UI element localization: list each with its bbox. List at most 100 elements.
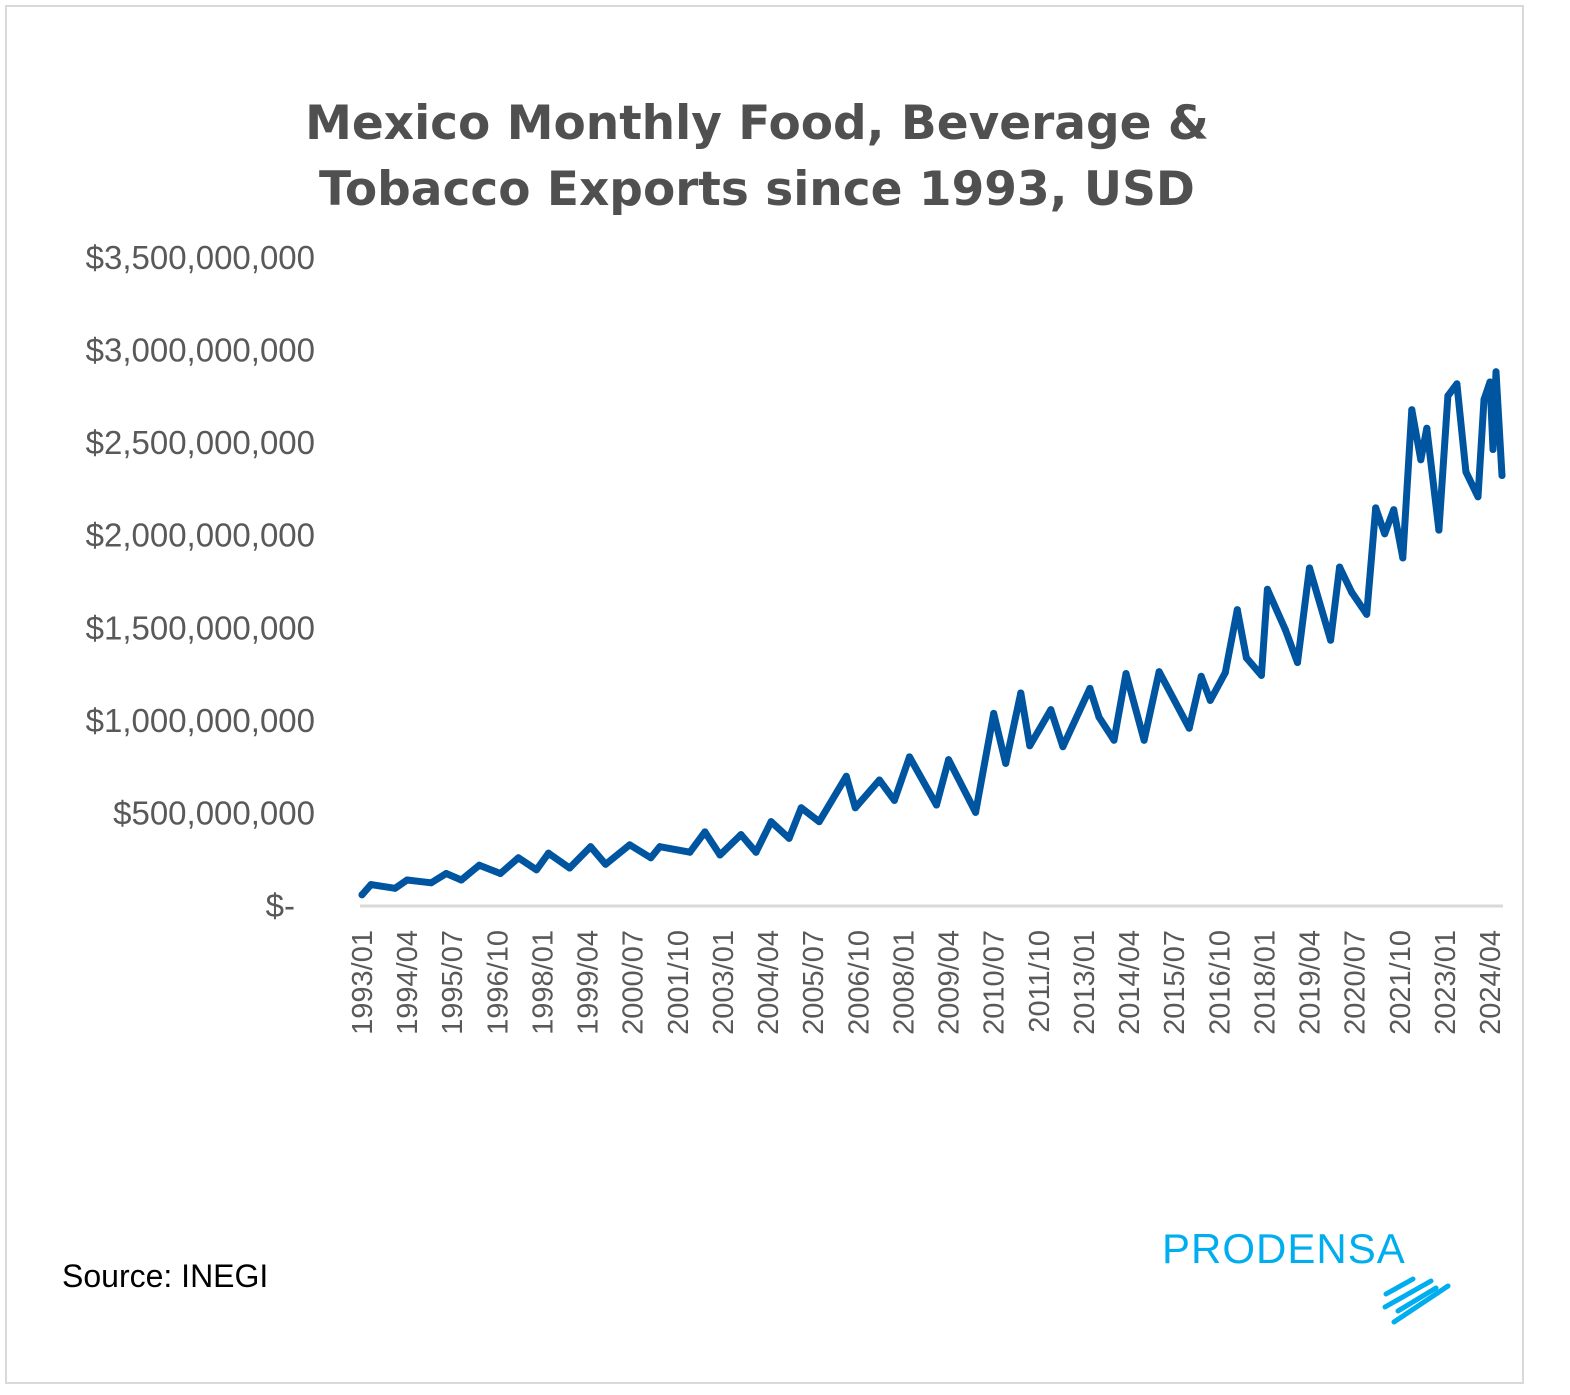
x-tick-label: 2021/10 xyxy=(1385,930,1417,1035)
data-point xyxy=(1363,610,1371,618)
data-point xyxy=(1197,672,1205,680)
data-point xyxy=(1462,468,1470,476)
data-point xyxy=(1474,493,1482,501)
data-point xyxy=(647,854,655,862)
x-tick-label: 2023/01 xyxy=(1430,930,1462,1035)
data-point xyxy=(875,776,883,784)
data-point xyxy=(1002,759,1010,767)
data-point xyxy=(1047,706,1055,714)
data-point xyxy=(945,756,953,764)
data-point xyxy=(1480,396,1488,404)
data-point xyxy=(1348,588,1356,596)
data-point xyxy=(990,709,998,717)
data-point xyxy=(1086,684,1094,692)
data-point xyxy=(427,879,435,887)
x-tick-label: 2003/01 xyxy=(708,930,740,1035)
y-tick-label: $3,500,000,000 xyxy=(86,239,315,276)
data-point xyxy=(1155,668,1163,676)
data-point xyxy=(514,854,522,862)
chart-frame xyxy=(5,5,1524,1384)
x-tick-label: 1994/04 xyxy=(392,930,424,1035)
x-tick-label: 1995/07 xyxy=(437,930,469,1035)
y-axis-tick-labels: $- $500,000,000 $1,000,000,000 $1,500,000,0… xyxy=(86,239,315,924)
data-point xyxy=(1399,554,1407,562)
logo-stripes-icon xyxy=(1382,1276,1451,1325)
x-tick-label: 2005/07 xyxy=(798,930,830,1035)
x-tick-label: 1996/10 xyxy=(482,930,514,1035)
x-tick-label: 2019/04 xyxy=(1295,930,1327,1035)
data-point xyxy=(1017,689,1025,697)
prodensa-logo: PRODENSA xyxy=(1162,1225,1451,1325)
x-tick-label: 2009/04 xyxy=(934,930,966,1035)
data-point xyxy=(1110,736,1118,744)
data-point xyxy=(367,881,375,889)
data-point xyxy=(1140,736,1148,744)
x-tick-label: 2006/10 xyxy=(843,930,875,1035)
source-note: Source: INEGI xyxy=(62,1258,268,1294)
data-point xyxy=(851,804,859,812)
data-point xyxy=(656,843,664,851)
data-point xyxy=(1263,585,1271,593)
x-tick-label: 2001/10 xyxy=(663,930,695,1035)
data-point xyxy=(403,876,411,884)
data-point xyxy=(1489,446,1497,454)
data-point xyxy=(737,831,745,839)
x-tick-label: 2000/07 xyxy=(618,930,650,1035)
data-point xyxy=(842,772,850,780)
chart-title-line-2: Tobacco Exports since 1993, USD xyxy=(319,162,1195,217)
data-point xyxy=(1390,506,1398,514)
y-tick-label: $500,000,000 xyxy=(113,794,315,831)
data-point xyxy=(1233,606,1241,614)
data-point xyxy=(1242,654,1250,662)
data-point xyxy=(767,818,775,826)
x-tick-label: 2020/07 xyxy=(1340,930,1372,1035)
data-point xyxy=(1486,378,1494,386)
y-tick-label: $- xyxy=(266,887,295,924)
data-point xyxy=(496,870,504,878)
x-tick-label: 2013/01 xyxy=(1069,930,1101,1035)
y-tick-label: $3,000,000,000 xyxy=(86,332,315,369)
data-point xyxy=(785,834,793,842)
data-point xyxy=(701,828,709,836)
data-point xyxy=(752,848,760,856)
data-point xyxy=(566,864,574,872)
data-point xyxy=(358,891,366,899)
x-tick-label: 2024/04 xyxy=(1475,930,1507,1035)
data-point xyxy=(1444,392,1452,400)
data-point xyxy=(587,843,595,851)
data-point xyxy=(475,861,483,869)
data-point xyxy=(797,804,805,812)
data-point xyxy=(905,753,913,761)
y-tick-label: $1,500,000,000 xyxy=(86,609,315,646)
series-line xyxy=(358,368,1506,899)
x-tick-label: 2016/10 xyxy=(1204,930,1236,1035)
data-point xyxy=(457,876,465,884)
data-point xyxy=(1408,406,1416,414)
x-tick-label: 2018/01 xyxy=(1249,930,1281,1035)
x-tick-label: 1998/01 xyxy=(527,930,559,1035)
data-point xyxy=(1206,696,1214,704)
data-point xyxy=(1336,563,1344,571)
x-tick-label: 1999/04 xyxy=(573,930,605,1035)
chart-title-line-1: Mexico Monthly Food, Beverage & xyxy=(305,96,1209,151)
data-point xyxy=(1306,564,1314,572)
data-point xyxy=(686,848,694,856)
data-point xyxy=(1381,530,1389,538)
x-tick-label: 2015/07 xyxy=(1159,930,1191,1035)
data-point xyxy=(1026,742,1034,750)
data-point xyxy=(815,818,823,826)
y-tick-label: $2,000,000,000 xyxy=(86,517,315,554)
data-point xyxy=(1185,724,1193,732)
y-tick-label: $1,000,000,000 xyxy=(86,702,315,739)
data-point xyxy=(1221,669,1229,677)
data-point xyxy=(1281,626,1289,634)
data-point xyxy=(716,851,724,859)
x-axis-tick-labels: 1993/01 1994/04 1995/07 1996/10 1998/01 1999/… xyxy=(347,930,1507,1035)
data-point xyxy=(442,870,450,878)
data-point xyxy=(972,808,980,816)
data-point xyxy=(1492,368,1500,376)
y-tick-label: $2,500,000,000 xyxy=(86,424,315,461)
data-point xyxy=(1498,471,1506,479)
logo-text: PRODENSA xyxy=(1162,1225,1406,1272)
